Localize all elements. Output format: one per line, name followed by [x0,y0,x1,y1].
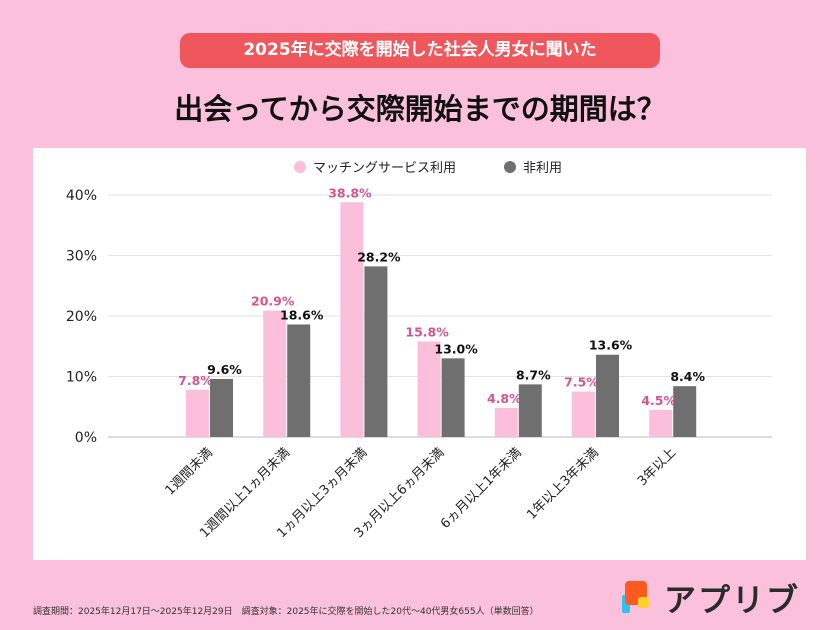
x-tick-label: 3年以上 [635,445,679,489]
legend-label: 非利用 [523,161,562,176]
x-tick-label: 6ヵ月以上1年未満 [438,445,525,532]
data-label: 8.7% [516,367,551,382]
data-label: 28.2% [357,249,401,264]
data-label: 38.8% [328,185,372,200]
y-tick-label: 40% [66,188,97,204]
y-tick-label: 0% [75,430,97,446]
data-label: 8.4% [670,369,705,384]
bar [572,391,595,437]
data-label: 9.6% [207,362,242,377]
bar [210,378,233,437]
x-tick-label: 1週間未満 [163,445,216,498]
logo-icon [622,581,649,613]
y-tick-label: 30% [66,249,97,265]
data-label: 4.5% [641,393,676,408]
legend-label: マッチングサービス利用 [313,161,456,176]
legend-marker [504,161,516,173]
data-label: 4.8% [487,391,522,406]
chart-card: 0% 10% 20% 30% 40% マッチングサービス利用 非利用 7.8% 9.6% 1週間未… [33,148,806,560]
data-label: 13.0% [434,341,478,356]
bar [441,358,465,437]
bar [364,266,388,437]
bar [417,341,441,437]
legend-marker [294,161,306,173]
bar [673,386,697,437]
subtitle-badge: 2025年に交際を開始した社会人男女に聞いた [180,33,660,68]
x-tick-label: 1年以上3年未満 [524,445,601,522]
bar [596,354,619,437]
data-label: 15.8% [405,324,449,339]
y-tick-label: 10% [66,370,97,386]
bar [649,409,673,437]
data-label: 7.5% [564,375,599,390]
logo-text: アプリブ [664,581,801,619]
page-title: 出会ってから交際開始までの期間は？ [174,92,666,126]
bar [287,324,311,437]
data-label: 18.6% [280,307,324,322]
bar-chart: 0% 10% 20% 30% 40% マッチングサービス利用 非利用 7.8%9.6% 1週間未… [66,161,772,541]
data-label: 7.8% [178,373,213,388]
bar [186,389,209,437]
survey-note: 調査期間：2025年12月17日～2025年12月29日 調査対象：2025年に… [33,607,539,617]
bar [340,202,364,437]
y-tick-label: 20% [66,309,97,325]
data-label: 20.9% [251,294,295,309]
bar [518,384,542,437]
bar [494,407,518,437]
logo: アプリブ [622,575,822,620]
data-label: 13.6% [589,338,633,353]
bar [263,310,287,437]
